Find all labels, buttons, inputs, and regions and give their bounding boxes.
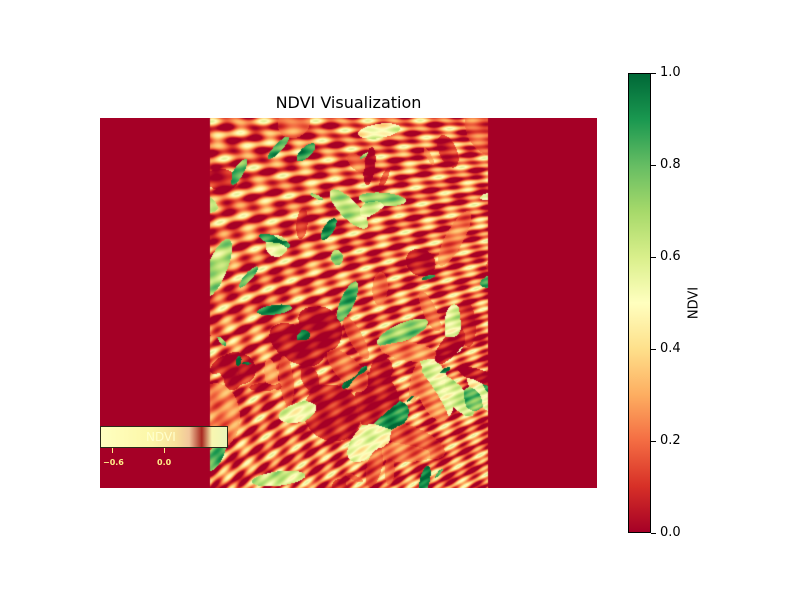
inset-tick-label: 0.0 (157, 458, 171, 467)
inset-tick-mark (164, 448, 165, 453)
chart-title: NDVI Visualization (100, 93, 597, 112)
colorbar (628, 73, 651, 533)
colorbar-tick-label: 0.0 (660, 526, 681, 540)
inset-tick-mark (112, 448, 113, 453)
colorbar-tick-mark (651, 165, 656, 166)
inset-colorbar-label: NDVI (146, 430, 176, 444)
colorbar-tick-mark (651, 349, 656, 350)
colorbar-tick-mark (651, 533, 656, 534)
colorbar-tick-mark (651, 441, 656, 442)
colorbar-tick-mark (651, 73, 656, 74)
colorbar-label: NDVI (687, 287, 702, 319)
colorbar-tick-label: 1.0 (660, 66, 681, 80)
colorbar-tick-label: 0.6 (660, 250, 681, 264)
inset-tick-label: −0.6 (103, 458, 124, 467)
colorbar-tick-label: 0.8 (660, 158, 681, 172)
colorbar-tick-label: 0.2 (660, 434, 681, 448)
colorbar-tick-label: 0.4 (660, 342, 681, 356)
colorbar-tick-mark (651, 257, 656, 258)
